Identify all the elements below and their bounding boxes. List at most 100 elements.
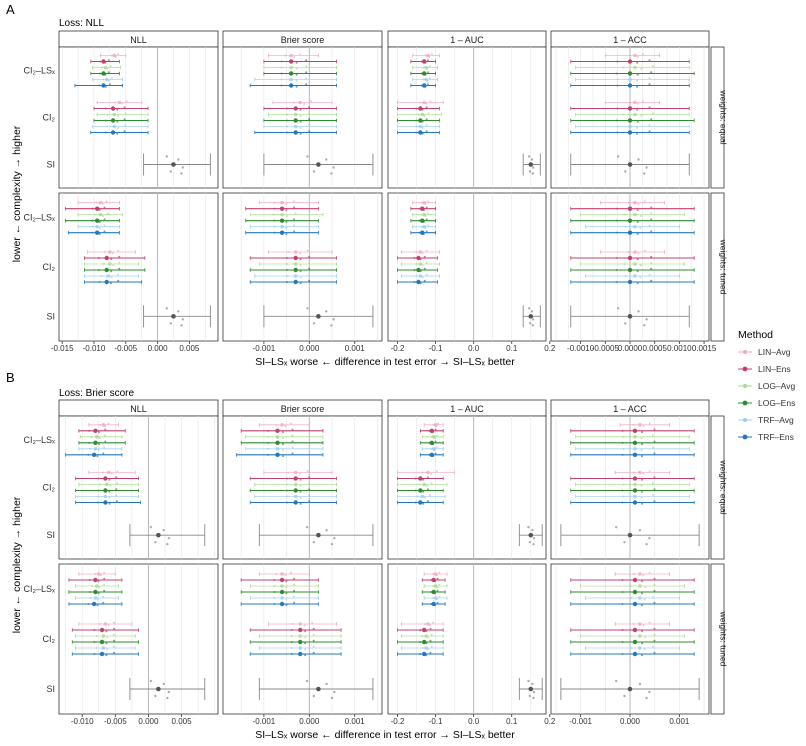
mean-point (627, 218, 633, 223)
facet-strip-label: 1 – ACC (613, 404, 647, 414)
replicate-dot (108, 83, 111, 86)
mean-point (293, 476, 298, 481)
replicate-dot (103, 571, 106, 574)
mean-point (279, 218, 285, 223)
si-replicate-dot (333, 690, 336, 694)
mean-point (108, 262, 112, 266)
facet-panel (58, 192, 219, 342)
replicate-dot (419, 629, 422, 631)
replicate-dot (293, 200, 296, 203)
replicate-dot (428, 441, 431, 444)
replicate-dot (621, 653, 624, 655)
replicate-dot (621, 641, 624, 643)
replicate-dot (286, 501, 289, 504)
replicate-dot (110, 258, 113, 261)
replicate-dot (299, 496, 302, 499)
si-replicate-dot (648, 690, 651, 694)
replicate-dot (105, 630, 108, 633)
mean-point (293, 488, 298, 493)
replicate-dot (97, 501, 100, 504)
replicate-dot (642, 100, 645, 103)
replicate-dot (421, 132, 424, 135)
replicate-dot (424, 61, 427, 64)
replicate-dot (287, 471, 290, 474)
si-mean-point (627, 314, 633, 319)
replicate-dot (426, 83, 429, 86)
mean-point (418, 130, 423, 135)
replicate-dot (106, 648, 109, 651)
replicate-dot (432, 443, 435, 446)
replicate-dot (295, 73, 298, 76)
replicate-dot (308, 255, 311, 258)
si-replicate-dot (330, 542, 334, 546)
mean-point (418, 250, 423, 254)
y-tick-label: CI₂–LSₓ (24, 66, 56, 76)
mean-point (280, 596, 284, 600)
replicate-dot (432, 455, 435, 458)
replicate-dot (273, 231, 276, 234)
replicate-dot (306, 249, 309, 252)
replicate-dot (653, 589, 656, 592)
replicate-dot (653, 639, 656, 642)
mean-point (633, 212, 637, 217)
replicate-dot (435, 574, 438, 577)
mean-point (638, 572, 642, 576)
replicate-dot (425, 118, 428, 121)
replicate-dot (648, 106, 651, 109)
replicate-dot (627, 201, 630, 204)
replicate-dot (106, 212, 109, 215)
replicate-dot (427, 636, 430, 639)
si-replicate-dot (531, 528, 534, 532)
replicate-dot (426, 488, 429, 491)
replicate-dot (636, 79, 639, 82)
mean-point (288, 83, 294, 88)
replicate-dot (418, 483, 421, 486)
replicate-dot (99, 72, 102, 75)
mean-point (638, 622, 642, 626)
mean-point (103, 488, 108, 493)
mean-point (280, 224, 284, 229)
replicate-dot (102, 78, 105, 81)
mean-point (95, 224, 99, 229)
mean-point (93, 596, 98, 600)
si-replicate-dot (614, 679, 618, 683)
replicate-dot (430, 579, 433, 581)
facet-strip-row (710, 192, 725, 342)
replicate-dot (420, 225, 423, 228)
replicate-dot (615, 219, 618, 222)
replicate-dot (285, 220, 288, 223)
replicate-dot (424, 202, 427, 205)
x-tick-label: 0.005 (179, 344, 200, 353)
mean-point (298, 100, 303, 105)
mean-point (418, 118, 423, 123)
mean-point (633, 112, 637, 117)
replicate-dot (299, 126, 302, 129)
replicate-dot (616, 131, 619, 134)
mean-point (279, 206, 285, 211)
replicate-dot (292, 101, 295, 104)
si-replicate-dot (181, 318, 185, 321)
replicate-dot (312, 627, 315, 630)
mean-point (110, 118, 116, 123)
replicate-dot (101, 202, 104, 205)
replicate-dot (436, 589, 439, 592)
replicate-dot (108, 502, 111, 505)
mean-point (426, 622, 430, 626)
replicate-dot (104, 61, 107, 64)
mean-point (421, 651, 427, 657)
replicate-dot (632, 573, 635, 575)
replicate-dot (117, 249, 120, 252)
si-mean-point (528, 686, 534, 692)
replicate-dot (632, 623, 635, 625)
replicate-dot (428, 624, 431, 627)
replicate-dot (651, 494, 654, 497)
legend-label: TRF–Avg (758, 415, 794, 425)
x-tick-label: -0.010 (71, 717, 94, 726)
si-replicate-dot (530, 310, 534, 313)
replicate-dot (308, 476, 311, 479)
replicate-dot (425, 654, 428, 657)
replicate-dot (425, 642, 428, 645)
mean-point (632, 452, 638, 458)
replicate-dot (107, 624, 110, 627)
replicate-dot (653, 452, 656, 455)
